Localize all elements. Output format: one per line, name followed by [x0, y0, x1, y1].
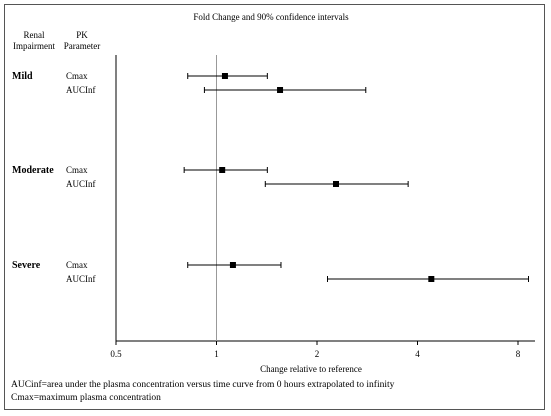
param-label: Cmax	[66, 165, 88, 175]
param-label: AUCInf	[66, 274, 96, 284]
x-tick-label: 4	[415, 349, 420, 359]
group-header-line1: Renal	[24, 30, 45, 40]
group-label: Mild	[12, 71, 33, 82]
group-label: Moderate	[12, 165, 54, 176]
footnote-cmax: Cmax=maximum plasma concentration	[11, 393, 161, 403]
chart-title: Fold Change and 90% confidence intervals	[193, 12, 349, 22]
point-estimate	[229, 262, 236, 268]
point-estimate	[332, 181, 339, 187]
point-estimate	[221, 73, 228, 79]
point-estimate	[277, 87, 284, 93]
footnote-aucinf: AUCinf=area under the plasma concentrati…	[11, 380, 395, 390]
param-header-line2: Parameter	[64, 41, 100, 51]
chart-frame	[4, 4, 545, 410]
x-tick-label: 0.5	[110, 349, 122, 359]
group-label: Severe	[12, 260, 41, 271]
x-tick-label: 2	[315, 349, 320, 359]
param-label: AUCInf	[66, 179, 96, 189]
x-tick-label: 1	[214, 349, 219, 359]
param-label: AUCInf	[66, 85, 96, 95]
group-header-line2: Impairment	[13, 41, 55, 51]
param-header-line1: PK	[76, 30, 88, 40]
x-tick-label: 8	[516, 349, 521, 359]
x-axis-label: Change relative to reference	[260, 364, 362, 374]
param-label: Cmax	[66, 71, 88, 81]
param-label: Cmax	[66, 260, 88, 270]
point-estimate	[428, 276, 435, 282]
point-estimate	[219, 167, 226, 173]
